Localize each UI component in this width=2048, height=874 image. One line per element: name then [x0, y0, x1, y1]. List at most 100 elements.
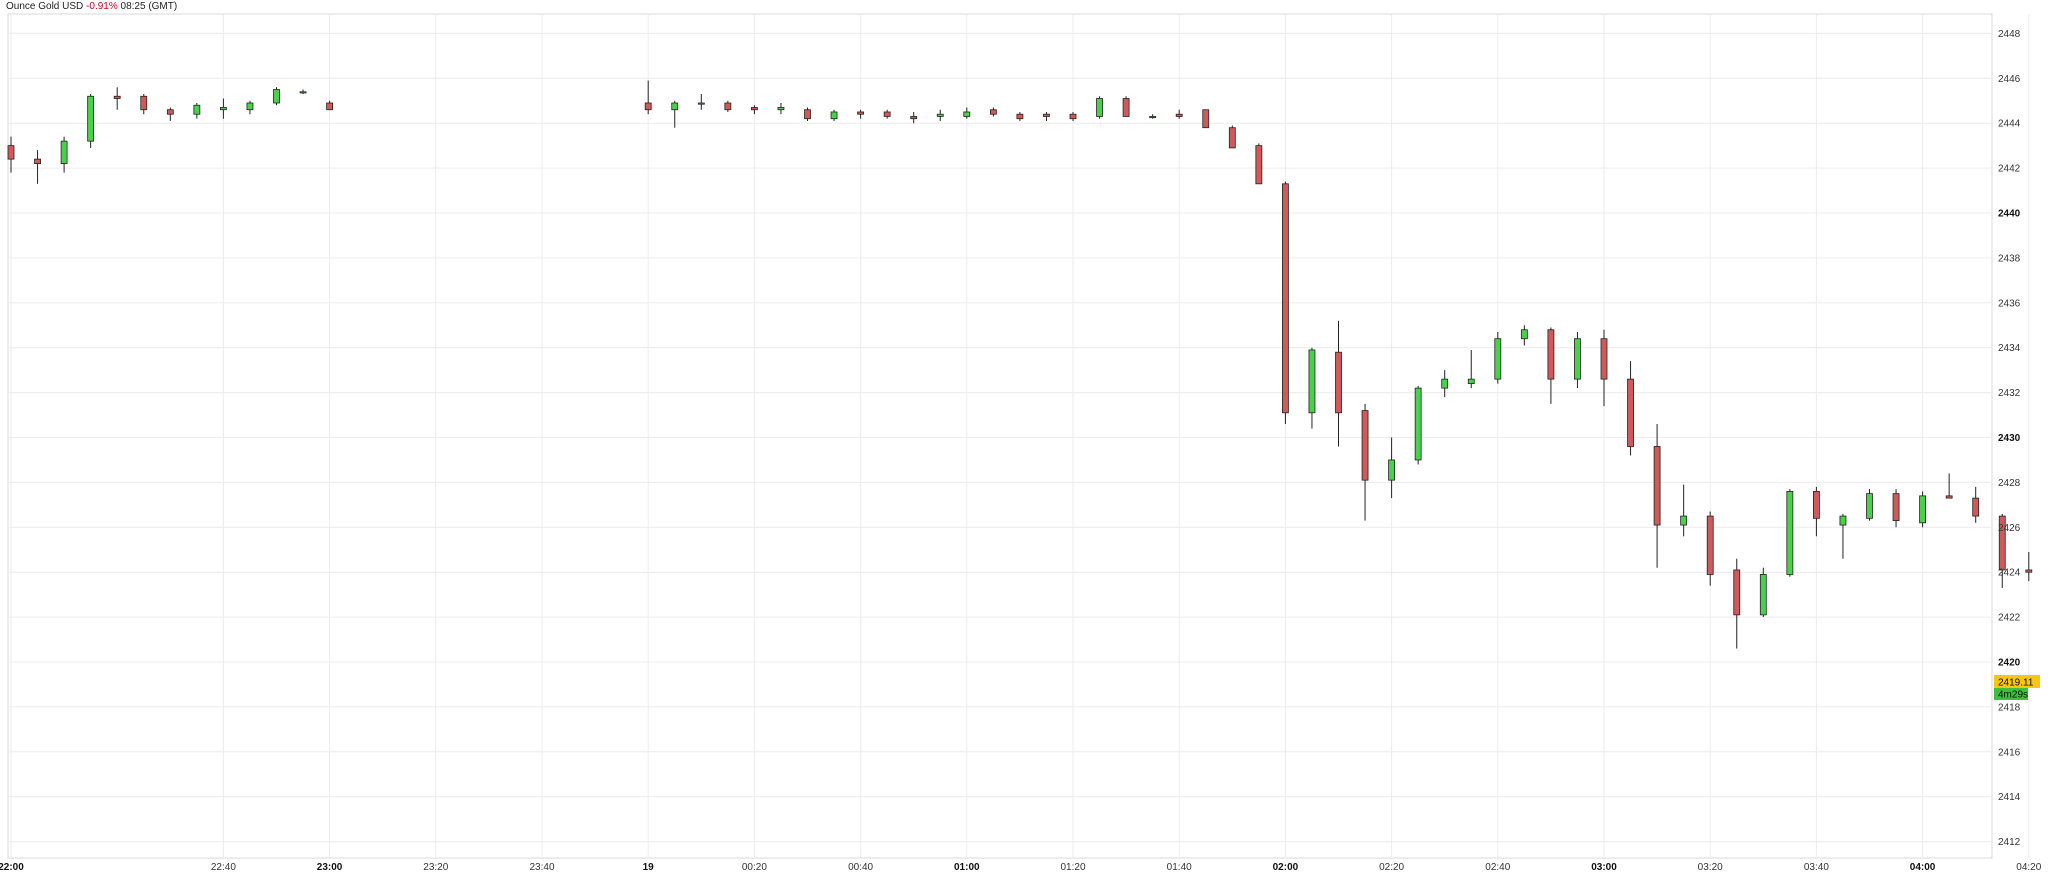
candle-body	[1282, 183, 1289, 414]
candle[interactable]	[1414, 385, 1422, 465]
candle[interactable]	[936, 109, 944, 121]
candle[interactable]	[299, 89, 307, 95]
candle[interactable]	[193, 102, 201, 119]
candle[interactable]	[1653, 424, 1661, 568]
candle[interactable]	[1202, 109, 1210, 129]
candle-body	[1096, 98, 1103, 117]
candle[interactable]	[1069, 111, 1077, 121]
candle[interactable]	[697, 94, 705, 110]
candle[interactable]	[1441, 370, 1449, 398]
x-tick-label: 19	[643, 862, 655, 873]
candle[interactable]	[1839, 513, 1847, 559]
candle[interactable]	[1574, 331, 1581, 389]
candle[interactable]	[1228, 125, 1236, 149]
candle-body	[1520, 329, 1528, 340]
candle[interactable]	[1627, 361, 1634, 456]
candle[interactable]	[1335, 320, 1342, 447]
candle-body	[1866, 493, 1873, 519]
candle[interactable]	[2025, 551, 2033, 582]
candle[interactable]	[1919, 491, 1926, 528]
candle[interactable]	[1972, 486, 1980, 523]
candle-body	[1335, 351, 1342, 414]
x-tick-label: 03:00	[1591, 862, 1617, 873]
x-tick-label: 03:40	[1804, 862, 1829, 873]
candle[interactable]	[273, 87, 280, 106]
candle[interactable]	[1998, 513, 2006, 588]
candle[interactable]	[644, 80, 652, 115]
plot-frame	[7, 13, 1993, 859]
candle[interactable]	[1733, 558, 1741, 649]
candle-body	[60, 140, 68, 165]
candle[interactable]	[140, 94, 148, 115]
candle[interactable]	[7, 136, 15, 173]
candle[interactable]	[671, 100, 679, 128]
candle[interactable]	[724, 100, 732, 112]
candle[interactable]	[1016, 111, 1024, 121]
candle[interactable]	[1494, 331, 1502, 384]
candle-body	[140, 95, 148, 111]
x-tick-label: 02:00	[1273, 862, 1299, 873]
candle[interactable]	[830, 109, 838, 121]
candle[interactable]	[1600, 329, 1608, 407]
grid	[7, 13, 2030, 859]
candle[interactable]	[1945, 473, 1953, 499]
y-tick-label: 2416	[1998, 747, 2021, 758]
candle[interactable]	[777, 102, 785, 115]
x-tick-label: 04:00	[1910, 862, 1936, 873]
candle[interactable]	[1149, 114, 1157, 119]
candle-body	[1308, 349, 1316, 414]
candle[interactable]	[1388, 437, 1395, 499]
candle[interactable]	[910, 111, 918, 124]
candle[interactable]	[87, 94, 95, 148]
candle[interactable]	[989, 107, 997, 117]
candle[interactable]	[1547, 327, 1555, 404]
candle[interactable]	[1043, 111, 1050, 121]
candle[interactable]	[1096, 96, 1103, 119]
candle[interactable]	[963, 107, 971, 119]
x-tick-label: 23:40	[529, 862, 554, 873]
y-tick-label: 2430	[1998, 433, 2021, 444]
candle-body	[7, 145, 15, 160]
candle[interactable]	[326, 100, 334, 111]
candle[interactable]	[1866, 489, 1873, 521]
candle-body	[1414, 387, 1422, 461]
y-tick-label: 2438	[1998, 253, 2021, 264]
candle[interactable]	[857, 109, 864, 119]
candle[interactable]	[1706, 511, 1714, 586]
candle[interactable]	[804, 107, 811, 121]
candle[interactable]	[246, 100, 254, 115]
candle[interactable]	[1680, 484, 1688, 537]
candle[interactable]	[1786, 489, 1794, 577]
candle[interactable]	[1308, 347, 1316, 429]
candle[interactable]	[1467, 349, 1475, 389]
candle-body	[1494, 338, 1502, 380]
candle-body	[777, 107, 785, 111]
candle[interactable]	[219, 98, 227, 119]
candle-body	[857, 111, 864, 115]
candle-body	[830, 111, 838, 120]
candle[interactable]	[1175, 109, 1183, 119]
candle[interactable]	[1813, 486, 1820, 537]
x-tick-label: 01:00	[954, 862, 980, 873]
candle[interactable]	[883, 109, 891, 119]
candle[interactable]	[1520, 325, 1528, 346]
candle[interactable]	[751, 105, 758, 115]
candle[interactable]	[1759, 567, 1767, 618]
y-tick-label: 2446	[1998, 74, 2021, 85]
candle[interactable]	[113, 87, 121, 110]
candle-body	[1547, 329, 1555, 380]
candle[interactable]	[1255, 143, 1263, 185]
candle[interactable]	[1122, 96, 1130, 117]
candle[interactable]	[34, 150, 41, 184]
candle-body	[1733, 569, 1741, 616]
candle-body	[644, 102, 652, 111]
candle[interactable]	[166, 107, 174, 121]
candle-body	[936, 113, 944, 117]
candle[interactable]	[60, 136, 68, 173]
candle[interactable]	[1282, 181, 1289, 425]
candle[interactable]	[1892, 489, 1900, 528]
candle-body	[1388, 459, 1395, 481]
x-tick-label: 22:40	[211, 862, 236, 873]
candle[interactable]	[1361, 403, 1369, 521]
